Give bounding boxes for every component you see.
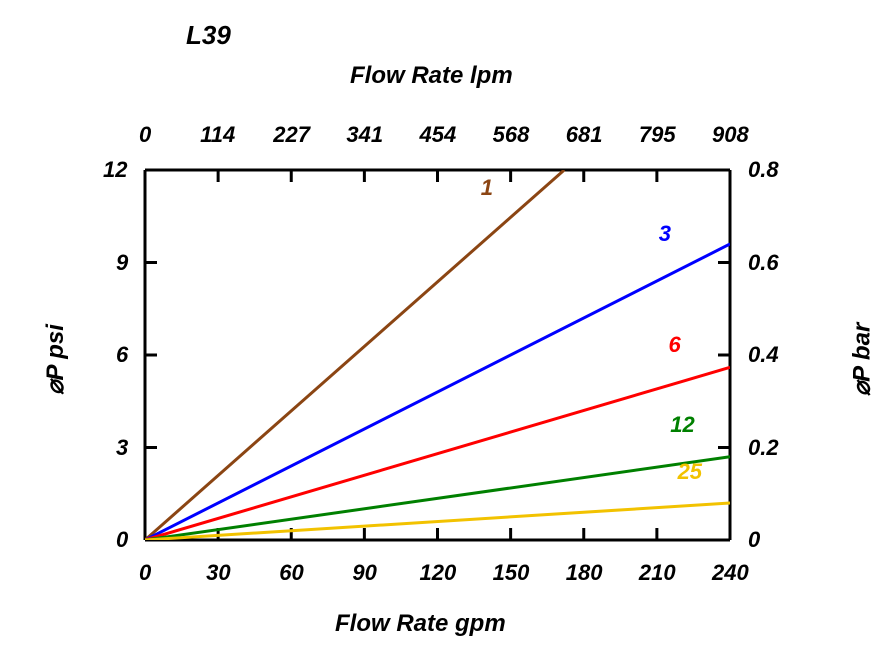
x-top-axis-title: Flow Rate lpm <box>350 62 513 90</box>
x-top-tick-0: 0 <box>139 122 151 148</box>
y-right-tick-0: 0 <box>748 527 760 553</box>
x-bottom-tick-90: 90 <box>352 560 376 586</box>
x-bottom-tick-60: 60 <box>279 560 303 586</box>
x-top-tick-341: 341 <box>346 122 383 148</box>
series-line-1 <box>145 170 564 540</box>
x-top-tick-227: 227 <box>273 122 310 148</box>
x-bottom-tick-210: 210 <box>639 560 676 586</box>
x-top-tick-795: 795 <box>639 122 676 148</box>
y-left-axis-title: ⌀P psi <box>41 324 70 395</box>
chart-title: L39 <box>186 20 231 51</box>
series-label-6: 6 <box>668 332 680 358</box>
x-bottom-tick-120: 120 <box>420 560 457 586</box>
chart-container: L39 Flow Rate lpm Flow Rate gpm ⌀P psi ⌀… <box>0 0 896 660</box>
x-top-tick-908: 908 <box>712 122 749 148</box>
x-top-tick-454: 454 <box>420 122 457 148</box>
series-label-25: 25 <box>678 459 702 485</box>
y-right-axis-title: ⌀P bar <box>847 323 876 397</box>
series-label-12: 12 <box>670 412 694 438</box>
x-top-tick-681: 681 <box>566 122 603 148</box>
y-right-tick-0.2: 0.2 <box>748 435 779 461</box>
x-bottom-tick-180: 180 <box>566 560 603 586</box>
y-left-tick-9: 9 <box>116 250 128 276</box>
y-right-tick-0.4: 0.4 <box>748 342 779 368</box>
x-top-tick-568: 568 <box>493 122 530 148</box>
x-bottom-axis-title: Flow Rate gpm <box>335 610 506 638</box>
x-top-tick-114: 114 <box>200 122 235 148</box>
y-left-tick-0: 0 <box>116 527 128 553</box>
x-bottom-tick-240: 240 <box>712 560 749 586</box>
x-bottom-tick-30: 30 <box>206 560 230 586</box>
x-bottom-tick-0: 0 <box>139 560 151 586</box>
x-bottom-tick-150: 150 <box>493 560 530 586</box>
y-right-tick-0.6: 0.6 <box>748 250 779 276</box>
y-left-tick-3: 3 <box>116 435 128 461</box>
series-label-3: 3 <box>659 221 671 247</box>
y-left-tick-12: 12 <box>103 157 127 183</box>
series-line-12 <box>145 457 730 540</box>
y-right-tick-0.8: 0.8 <box>748 157 779 183</box>
y-left-tick-6: 6 <box>116 342 128 368</box>
series-label-1: 1 <box>481 175 493 201</box>
